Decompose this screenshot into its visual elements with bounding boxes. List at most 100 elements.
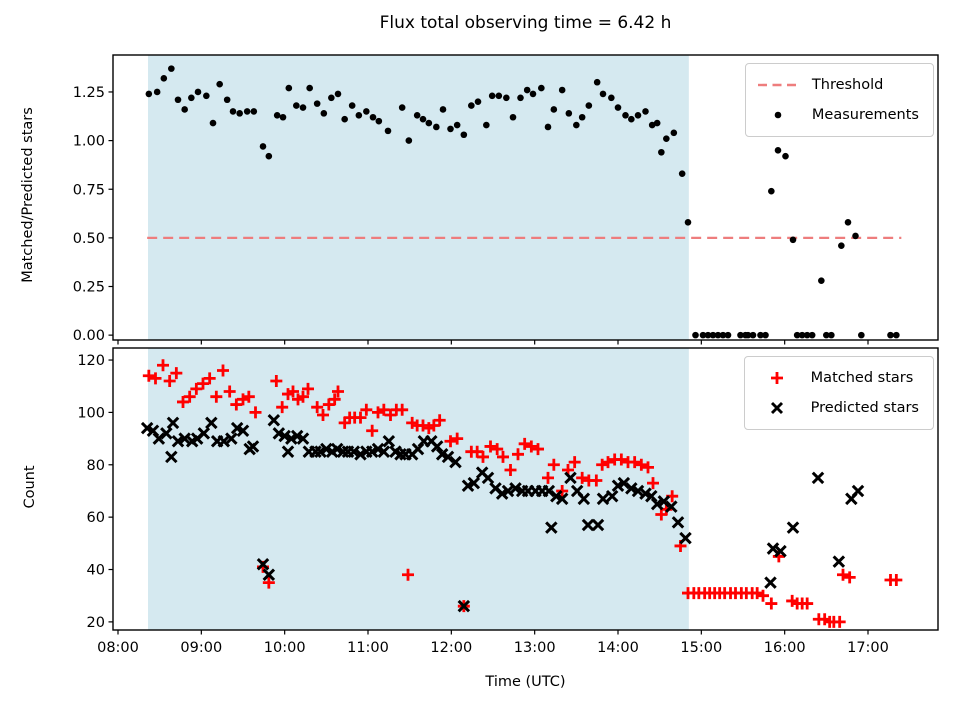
measurement-point <box>273 112 281 119</box>
measurement-point <box>789 236 797 244</box>
measurement-point <box>798 331 806 339</box>
measurement-point <box>768 187 775 195</box>
measurement-point <box>474 98 482 105</box>
measurement-point <box>384 127 392 135</box>
y-tick-label: 0.25 <box>73 280 105 296</box>
measurement-point <box>573 121 580 129</box>
matched-point <box>396 403 409 416</box>
measurement-point <box>153 88 161 96</box>
measurement-point <box>468 102 475 109</box>
measurement-point <box>793 331 801 339</box>
bottom-legend: Matched stars Predicted stars <box>743 356 934 430</box>
predicted-point <box>481 471 495 485</box>
measurement-point <box>293 102 300 109</box>
x-axis-label: Time (UTC) <box>485 674 566 690</box>
predicted-point <box>262 568 276 582</box>
matched-point <box>157 359 169 372</box>
measurement-point <box>818 277 825 284</box>
measurement-point <box>439 106 447 113</box>
measurement-point <box>744 331 752 339</box>
x-tick-label: 12:00 <box>430 640 472 656</box>
measurement-point <box>565 110 573 117</box>
x-tick-label: 13:00 <box>514 640 556 656</box>
matched-point <box>433 414 446 427</box>
matched-point <box>635 458 648 471</box>
measurement-point <box>355 112 363 119</box>
measurement-point <box>762 331 769 339</box>
measurement-point <box>699 331 707 339</box>
matched-point <box>170 367 183 380</box>
measurement-point <box>774 147 782 154</box>
matched-point <box>477 450 489 463</box>
measurement-point <box>709 331 717 339</box>
measurement-point <box>320 110 328 117</box>
measurement-point <box>168 65 175 72</box>
matched-point <box>317 409 329 422</box>
measurement-point <box>279 113 287 121</box>
measurement-point <box>858 331 865 339</box>
predicted-point <box>441 450 455 464</box>
predicted-point <box>430 440 444 453</box>
predicted-point <box>665 500 678 513</box>
predicted-point <box>457 599 471 613</box>
measurement-point <box>503 94 510 102</box>
matched-stars-plus-icon <box>770 372 783 384</box>
chart-title: Flux total observing time = 6.42 h <box>379 13 672 33</box>
measurement-point <box>495 92 503 100</box>
matched-point <box>223 385 236 398</box>
predicted-point <box>347 445 361 458</box>
predicted-point <box>166 416 180 430</box>
predicted-point <box>205 416 218 430</box>
measurement-point <box>447 125 454 133</box>
matched-point <box>354 411 367 424</box>
matched-point <box>642 461 654 474</box>
measurement-point <box>145 90 153 98</box>
measurement-point <box>614 104 622 111</box>
matched-point <box>249 406 262 419</box>
measurement-point <box>757 331 764 339</box>
predicted-point <box>225 432 238 445</box>
matched-point <box>360 403 373 416</box>
predicted-stars-series <box>140 414 865 613</box>
matched-point <box>890 573 903 586</box>
measurement-point <box>209 119 217 127</box>
predicted-point <box>577 492 591 506</box>
observing-window-shading <box>148 55 689 340</box>
measurement-point <box>433 123 440 131</box>
measurement-point <box>363 108 370 115</box>
matched-point <box>287 385 299 398</box>
measurement-point <box>803 331 811 339</box>
measurement-point <box>538 84 545 92</box>
predicted-point <box>650 497 664 511</box>
count-axes: 08:00 09:00 10:00 11:00 12:00 13:00 14:00 15:00… <box>77 347 939 656</box>
matched-point <box>302 382 314 395</box>
predicted-point <box>679 531 692 545</box>
matched-point <box>197 377 209 390</box>
matched-point <box>328 393 341 406</box>
top-y-axis-label: Matched/Predicted stars <box>20 107 36 283</box>
matched-point <box>525 440 538 453</box>
observing-window-shading <box>148 348 689 630</box>
matched-point <box>602 456 614 469</box>
matched-point <box>217 364 229 377</box>
predicted-point <box>832 555 846 568</box>
matched-point <box>451 432 464 445</box>
matched-point <box>647 477 659 490</box>
measurement-point <box>749 331 757 339</box>
measurement-point <box>413 112 421 119</box>
matched-point <box>444 435 457 448</box>
predicted-point <box>811 471 825 485</box>
matched-point <box>590 474 603 487</box>
measurement-point <box>425 119 433 127</box>
measurement-point <box>714 331 722 339</box>
measurement-point <box>628 115 635 123</box>
measurement-point <box>544 123 552 131</box>
x-tick-label: 16:00 <box>764 640 806 656</box>
y-tick-label: 0.50 <box>73 231 105 247</box>
measurement-point <box>852 232 859 240</box>
matched-point <box>765 597 778 610</box>
measurements-series <box>145 65 900 339</box>
measurement-point <box>838 242 845 249</box>
measurement-point <box>550 106 558 113</box>
measurement-point <box>313 100 321 107</box>
